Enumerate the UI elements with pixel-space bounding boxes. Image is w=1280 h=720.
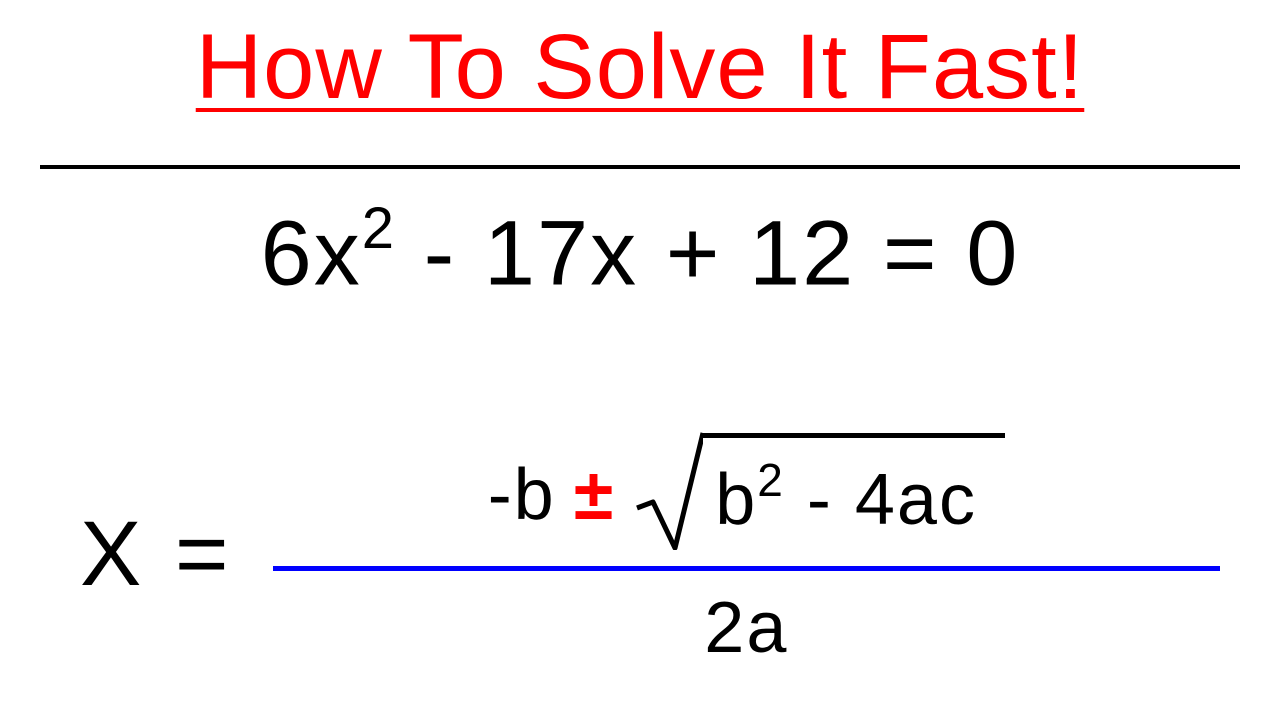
quadratic-formula: X = -b ± b2 - 4ac 2a: [80, 440, 1220, 669]
formula-equals: =: [145, 503, 232, 605]
numerator: -b ± b2 - 4ac: [488, 440, 1005, 560]
radicand: b2 - 4ac: [703, 433, 1005, 550]
square-root: b2 - 4ac: [633, 430, 1005, 550]
title-text: How To Solve It Fast!: [196, 16, 1085, 118]
equals-sign: =: [855, 203, 966, 305]
exponent-2: 2: [362, 196, 396, 261]
title-divider: [40, 165, 1240, 169]
fraction: -b ± b2 - 4ac 2a: [273, 440, 1220, 669]
plus-minus-sign: ±: [574, 454, 616, 536]
fraction-bar: [273, 566, 1220, 571]
page-title: How To Solve It Fast!: [196, 15, 1085, 120]
radicand-rest: - 4ac: [785, 460, 977, 540]
coef-b: 17: [484, 203, 590, 305]
zero: 0: [966, 203, 1019, 305]
var-x-sq: x: [314, 203, 362, 305]
radical-icon: [633, 430, 703, 550]
radicand-exp: 2: [757, 454, 785, 506]
coef-a: 6: [261, 203, 314, 305]
plus-sign: +: [638, 203, 749, 305]
constant-c: 12: [749, 203, 855, 305]
minus-sign: -: [396, 203, 484, 305]
denominator: 2a: [704, 581, 788, 669]
x-variable: X: [80, 503, 145, 605]
quadratic-equation: 6x2 - 17x + 12 = 0: [261, 200, 1020, 307]
negative-b: -b: [488, 454, 556, 536]
x-equals: X =: [80, 502, 233, 607]
radical-path: [637, 433, 703, 548]
radicand-b: b: [715, 460, 757, 540]
var-x: x: [590, 203, 638, 305]
